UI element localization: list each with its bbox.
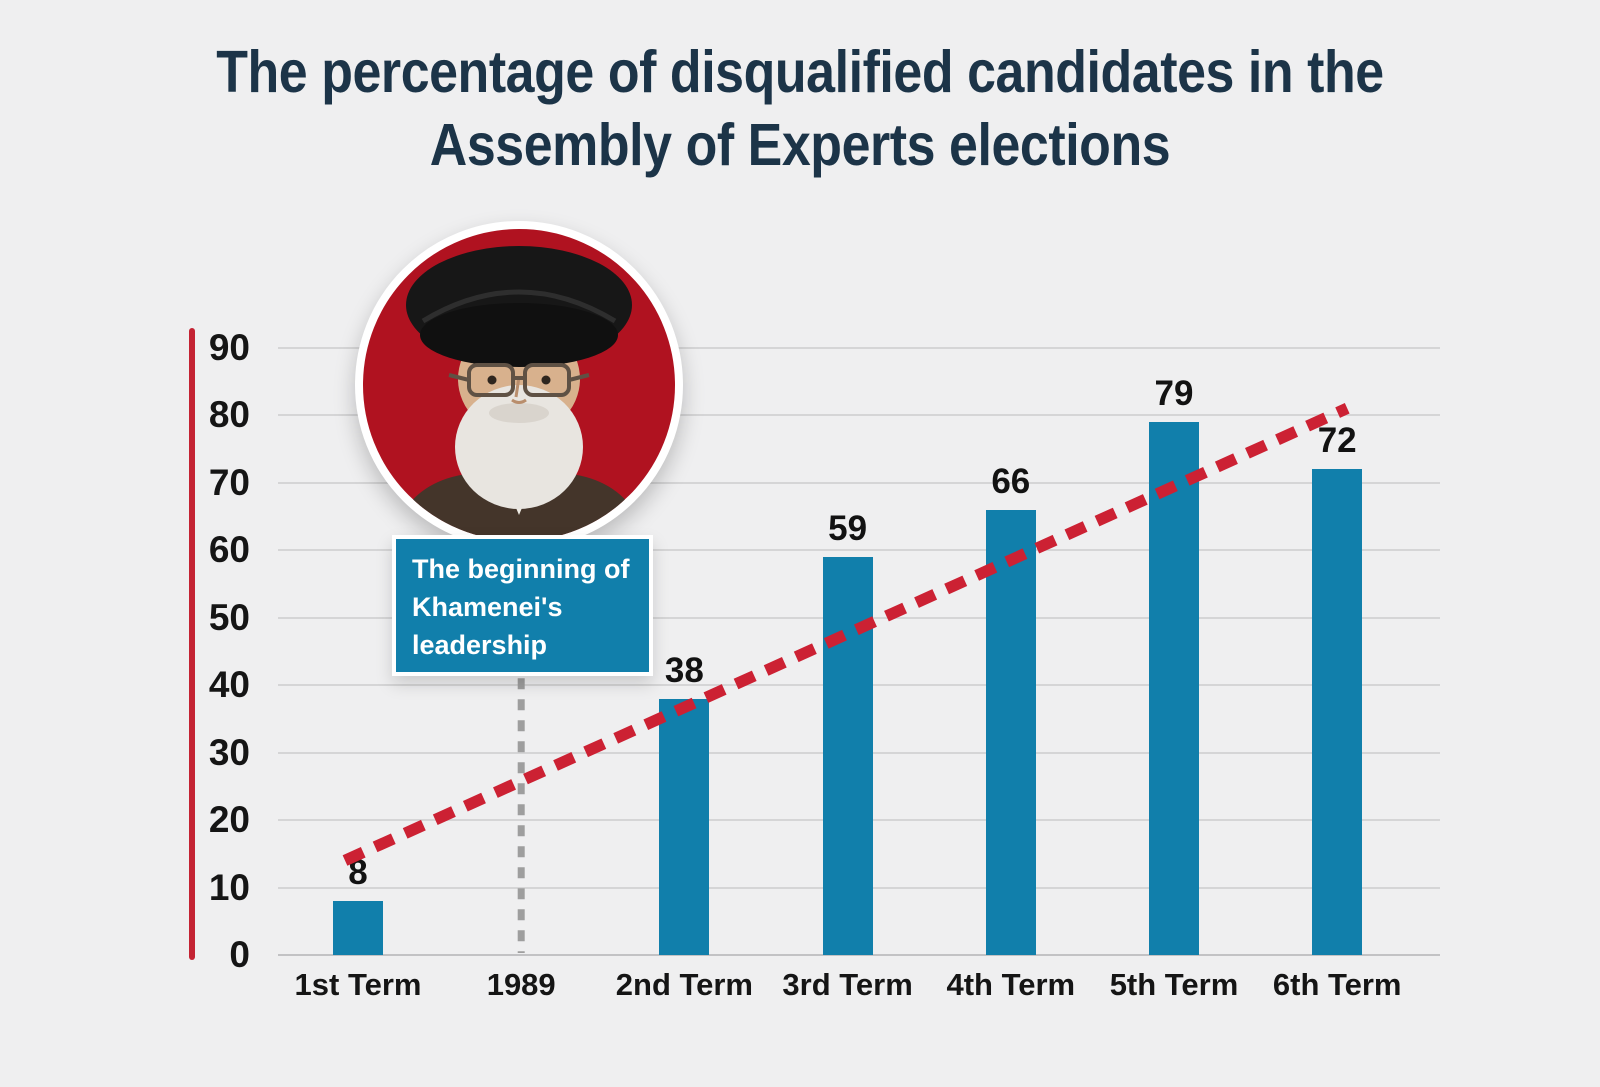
x-tick-label-3rd-term: 3rd Term (782, 967, 913, 1002)
gridline-90 (278, 346, 1440, 349)
khamenei-photo (355, 221, 683, 549)
y-tick-label-30: 30 (208, 731, 250, 773)
leadership-annotation-line-3: leadership (412, 630, 548, 660)
leadership-annotation: The beginning of Khamenei's leadership (392, 535, 653, 676)
gridline-0 (278, 954, 1440, 956)
y-axis-accent-line (189, 328, 195, 960)
bar-value-label-4th-term: 66 (991, 461, 1031, 501)
bar-value-label-1st-term: 8 (348, 853, 368, 892)
x-tick-label-1st-term: 1st Term (294, 967, 422, 1002)
y-tick-label-50: 50 (208, 596, 250, 638)
y-tick-label-20: 20 (208, 799, 250, 840)
bar-2nd-term (659, 698, 710, 955)
y-tick-label-40: 40 (208, 664, 250, 705)
leadership-annotation-line-1: The beginning of (412, 554, 630, 584)
y-tick-label-80: 80 (208, 394, 250, 435)
bar-6th-term (1312, 469, 1363, 955)
bar-5th-term (1149, 421, 1199, 955)
bar-3rd-term (822, 556, 873, 955)
x-tick-label-5th-term: 5th Term (1109, 967, 1239, 1002)
x-tick-label-2nd-term: 2nd Term (615, 967, 753, 1002)
y-tick-label-70: 70 (208, 461, 250, 503)
bar-value-label-6th-term: 72 (1317, 421, 1357, 460)
chart-title: The percentage of disqualified candidate… (96, 36, 1504, 182)
bar-4th-term (985, 509, 1036, 955)
chart-title-line-2: Assembly of Experts elections (429, 112, 1171, 178)
y-tick-label-60: 60 (208, 529, 250, 570)
y-tick-label-0: 0 (229, 934, 250, 975)
y-tick-label-90: 90 (208, 326, 250, 368)
bar-value-label-5th-term: 79 (1154, 373, 1194, 413)
x-tick-label-4th-term: 4th Term (946, 967, 1076, 1002)
chart-title-line-1: The percentage of disqualified candidate… (216, 39, 1384, 105)
y-tick-label-10: 10 (208, 866, 250, 908)
leadership-annotation-line-2: Khamenei's (412, 592, 563, 622)
khamenei-portrait-illustration (391, 246, 647, 541)
bar-1st-term (333, 901, 383, 955)
bar-value-label-3rd-term: 59 (828, 508, 868, 548)
x-tick-label-6th-term: 6th Term (1272, 967, 1402, 1002)
x-tick-label-1989: 1989 (486, 967, 556, 1002)
